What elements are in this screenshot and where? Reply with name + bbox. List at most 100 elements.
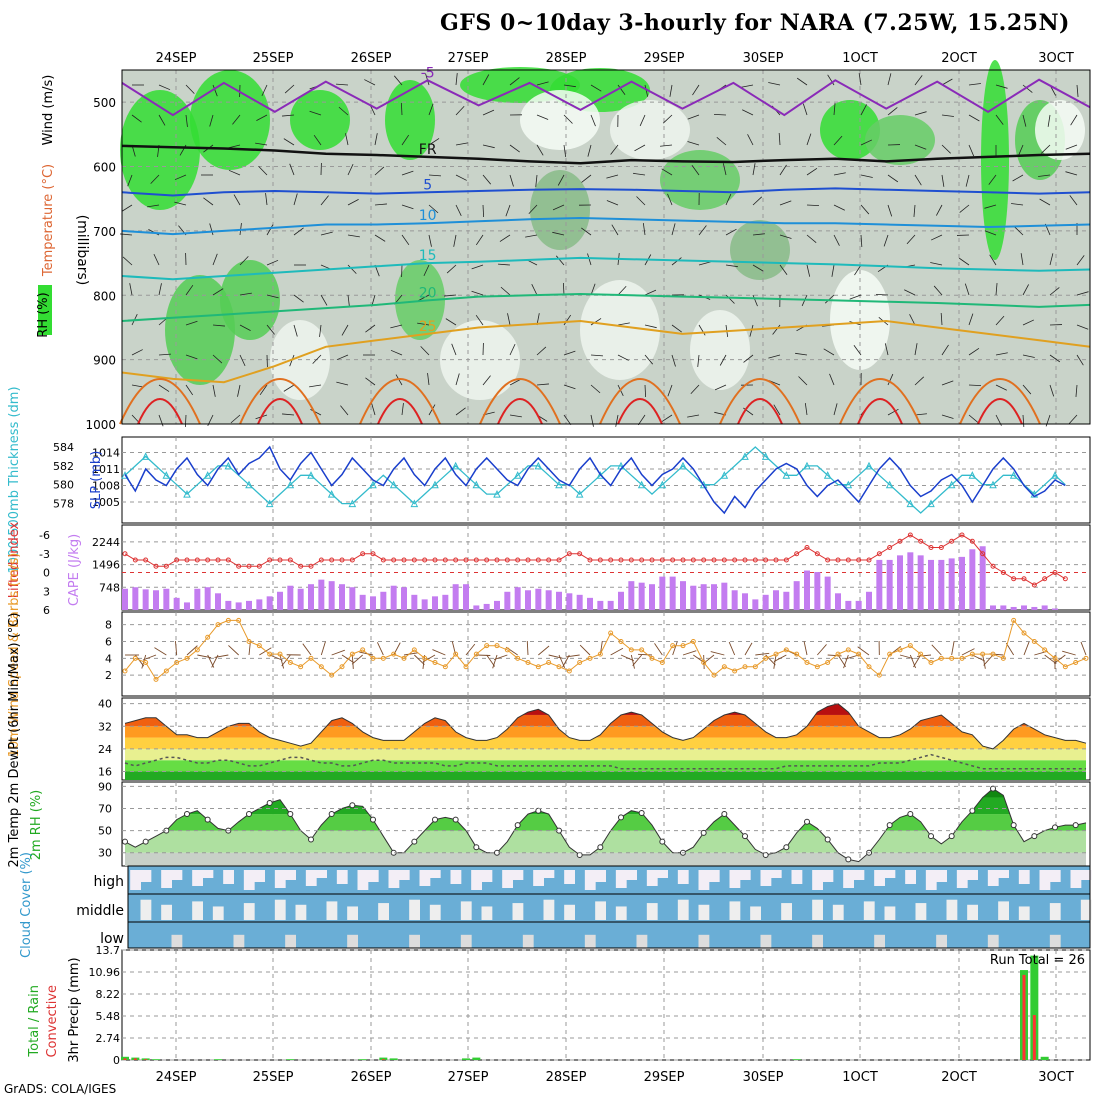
middle-cloud-block (677, 899, 689, 920)
wind-barb (779, 164, 787, 176)
bottom-date-label: 1OCT (842, 1070, 878, 1085)
wind-axis-label: 10m Wind Speed & Barbs (m/s) (7, 553, 22, 758)
wind-barb (1049, 384, 1055, 397)
wind-barb (482, 144, 495, 149)
wind-barb (455, 174, 467, 181)
rh-shade (690, 310, 750, 390)
wind-barb (185, 320, 198, 326)
wind-barb (174, 201, 187, 206)
wind-barb (212, 288, 224, 296)
rh-tick-label: 90 (98, 780, 112, 793)
middle-cloud-block (192, 901, 203, 920)
high-cloud-block (1070, 870, 1082, 888)
high-cloud-block (161, 870, 172, 888)
surface-wind-barb (228, 645, 239, 656)
wind-barb (1049, 253, 1054, 266)
wind-barb (174, 174, 187, 181)
wind-speed-marker (680, 643, 686, 649)
cape-bar (793, 581, 800, 610)
middle-cloud-block (378, 903, 389, 920)
wind-barb (968, 114, 980, 122)
wind-barb (752, 196, 763, 206)
wind-barb (941, 414, 954, 419)
wind-barb (1022, 354, 1035, 358)
high-cloud-block (1049, 870, 1061, 882)
wind-barb (131, 384, 144, 388)
wind-barb (687, 114, 700, 120)
cape-bar (742, 593, 748, 610)
middle-cloud-block (998, 901, 1009, 920)
bottom-date-label: 25SEP (253, 1070, 294, 1085)
temperature-contour (121, 144, 1091, 165)
precip-total-bar (792, 1059, 801, 1060)
precip-total-bar (472, 1057, 481, 1060)
cloud-row-middle: middle (76, 903, 124, 919)
precip-legend-convective: Convective (45, 985, 60, 1058)
thickness-marker (927, 499, 935, 508)
high-cloud-block (367, 870, 379, 882)
wind-speed-marker (339, 664, 345, 670)
wind-speed-marker (453, 651, 459, 657)
precip-convective-bar (123, 1058, 127, 1060)
wind-speed-marker (1042, 647, 1048, 653)
slp-tick-label: 1011 (92, 463, 120, 476)
wind-barb (1047, 114, 1051, 127)
li-marker (1062, 576, 1068, 582)
li-marker (990, 563, 996, 569)
middle-cloud-block (698, 904, 710, 920)
li-marker (949, 538, 955, 544)
wind-speed-marker (556, 664, 562, 670)
surface-wind-barb (377, 642, 384, 656)
wind-barb (444, 294, 457, 297)
li-marker (639, 557, 645, 563)
wind-barb (482, 174, 492, 185)
cape-bar (432, 596, 438, 610)
wind-barb (427, 373, 430, 386)
surface-wind-barb (931, 644, 942, 656)
cape-bar (504, 591, 511, 610)
wind-barb (313, 134, 322, 146)
li-marker (825, 557, 831, 563)
precip-run-total: Run Total = 26 (990, 953, 1085, 968)
thickness-tick-label: 578 (53, 498, 74, 511)
wind-barb (698, 225, 707, 236)
cape-bar (473, 605, 480, 610)
wind-barb (1076, 324, 1089, 330)
wind-barb (122, 256, 133, 266)
wind-barb (590, 354, 603, 357)
wind-barb (418, 294, 430, 301)
li-marker (928, 545, 934, 550)
wind-barb (606, 174, 619, 179)
cape-bar (711, 584, 717, 610)
low-cloud-block (171, 934, 183, 948)
precip-total-bar (358, 1059, 367, 1060)
middle-cloud-block (429, 904, 441, 920)
low-cloud-block (936, 934, 947, 948)
wind-barb (833, 234, 840, 246)
rh-marker (659, 838, 666, 845)
thickness-marker (245, 480, 253, 489)
wind-barb (690, 384, 700, 395)
wind-barb (498, 263, 511, 266)
wind-barb (722, 163, 727, 176)
wind-barb (203, 197, 214, 206)
li-marker (143, 557, 149, 563)
li-marker (153, 563, 159, 569)
wind-speed-marker (1031, 638, 1037, 644)
wind-barb (914, 144, 927, 150)
li-marker (587, 557, 593, 563)
low-cloud-block (987, 934, 999, 948)
wind-barb (634, 144, 646, 152)
surface-wind-barb (755, 652, 770, 656)
wind-speed-marker (701, 660, 707, 666)
wind-barb (768, 82, 781, 86)
rh-shade (440, 320, 520, 400)
li-marker (1031, 582, 1037, 588)
wind-barb (364, 79, 376, 86)
li-marker (411, 557, 417, 563)
high-cloud-block (626, 870, 637, 880)
wind-barb (509, 379, 521, 386)
middle-cloud-block (161, 904, 172, 920)
li-marker (556, 557, 562, 563)
wind-speed-marker (949, 655, 955, 661)
